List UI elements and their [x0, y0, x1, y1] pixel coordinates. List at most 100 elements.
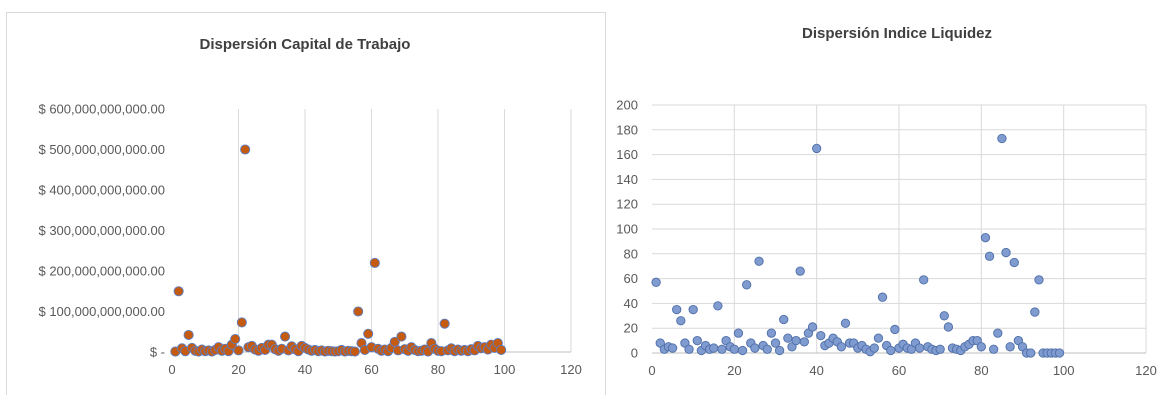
data-point [688, 304, 698, 315]
data-point [353, 306, 364, 317]
data-point [173, 286, 184, 297]
x-tick-label: 20 [231, 362, 245, 377]
data-point [233, 345, 244, 356]
data-point [676, 316, 686, 326]
chart-title: Dispersión Capital de Trabajo [200, 36, 411, 53]
data-point [1054, 348, 1065, 358]
x-tick-label: 80 [974, 363, 988, 378]
data-point [1005, 342, 1015, 352]
y-tick-label: 0 [631, 346, 638, 361]
y-tick-label: 100 [616, 222, 638, 237]
data-point [692, 335, 702, 346]
x-tick-label: 100 [494, 362, 516, 377]
data-point [984, 251, 995, 261]
data-point [989, 344, 999, 354]
y-tick-label: 160 [616, 147, 638, 162]
data-point [840, 318, 851, 328]
y-tick-label: 120 [616, 197, 638, 212]
data-point [799, 337, 809, 347]
y-tick-label: $ - [150, 345, 165, 360]
y-tick-label: 80 [624, 246, 638, 261]
data-point [279, 331, 291, 342]
data-point [816, 330, 826, 341]
data-point [349, 346, 360, 357]
data-point [762, 344, 772, 354]
y-tick-label: 200 [616, 98, 638, 113]
data-point [869, 343, 879, 353]
data-point [939, 311, 949, 321]
data-point [919, 275, 929, 285]
data-point [363, 328, 374, 339]
x-tick-label: 60 [364, 362, 378, 377]
data-point [713, 301, 723, 311]
data-point [672, 304, 682, 315]
data-point [1001, 247, 1011, 258]
x-tick-label: 40 [298, 362, 312, 377]
data-point [1009, 257, 1019, 268]
data-point [230, 333, 241, 345]
data-point [770, 338, 781, 348]
data-point [651, 277, 661, 287]
y-tick-label: $ 600,000,000,000.00 [38, 102, 165, 117]
chart-title: Dispersión Indice Liquidez [802, 25, 992, 42]
data-point [369, 257, 380, 268]
data-point [667, 343, 678, 353]
x-tick-label: 120 [560, 362, 582, 377]
scatter-chart-indice-liquidez: Dispersión Indice Liquidez 0 20 40 60 80 100 12… [616, 25, 1157, 378]
data-point [976, 342, 986, 352]
data-point [877, 292, 888, 302]
x-tick-label: 40 [809, 363, 823, 378]
y-tick-label: $ 500,000,000,000.00 [38, 142, 165, 157]
x-tick-label: 120 [1135, 363, 1157, 378]
data-point [733, 328, 744, 338]
data-point [183, 329, 194, 341]
data-point [997, 133, 1007, 144]
data-point [742, 280, 752, 290]
y-tick-label: 140 [616, 172, 638, 187]
data-point [1034, 275, 1044, 285]
data-point [684, 344, 694, 354]
data-point [439, 318, 450, 329]
data-point [783, 333, 793, 343]
y-tick-label: 20 [624, 321, 638, 336]
x-tick-label: 0 [648, 363, 655, 378]
data-point [980, 233, 991, 243]
data-point [890, 324, 900, 335]
chart-panel-capital-trabajo: Dispersión Capital de Trabajo 0 20 40 60 80 10… [6, 12, 606, 395]
data-point [935, 344, 945, 354]
data-point [750, 343, 760, 353]
data-point [766, 328, 777, 338]
data-point [496, 344, 507, 356]
data-point [729, 344, 739, 354]
data-point [807, 322, 818, 332]
data-point [754, 256, 764, 266]
data-point [717, 344, 727, 354]
data-point [779, 314, 789, 325]
data-point [737, 345, 748, 356]
y-tick-label: $ 300,000,000,000.00 [38, 223, 165, 238]
data-point [389, 336, 400, 347]
chart-panel-indice-liquidez: Dispersión Indice Liquidez 0 20 40 60 80 100 12… [608, 12, 1166, 394]
x-tick-label: 80 [431, 362, 445, 377]
data-point [1026, 348, 1036, 358]
data-point [236, 317, 247, 328]
data-point [812, 143, 822, 154]
data-point [873, 333, 884, 343]
y-tick-label: 40 [624, 296, 638, 311]
data-point [396, 331, 407, 342]
data-point [886, 345, 896, 356]
x-tick-label: 0 [168, 362, 175, 377]
data-point [993, 328, 1003, 338]
x-tick-label: 60 [892, 363, 906, 378]
data-point [836, 342, 847, 352]
data-point [795, 266, 805, 276]
y-tick-label: $ 400,000,000,000.00 [38, 183, 165, 198]
scatter-chart-capital-trabajo: Dispersión Capital de Trabajo 0 20 40 60 80 10… [38, 36, 582, 377]
y-tick-label: $ 100,000,000,000.00 [38, 304, 165, 319]
x-tick-label: 100 [1053, 363, 1075, 378]
data-point [943, 322, 954, 332]
data-point [709, 343, 719, 353]
data-point [914, 343, 925, 353]
x-tick-label: 20 [727, 363, 741, 378]
y-tick-label: 60 [624, 271, 638, 286]
